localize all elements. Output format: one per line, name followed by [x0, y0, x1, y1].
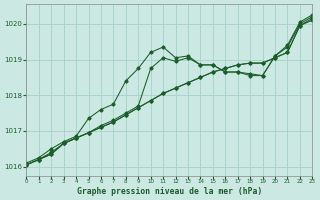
X-axis label: Graphe pression niveau de la mer (hPa): Graphe pression niveau de la mer (hPa) [77, 187, 262, 196]
